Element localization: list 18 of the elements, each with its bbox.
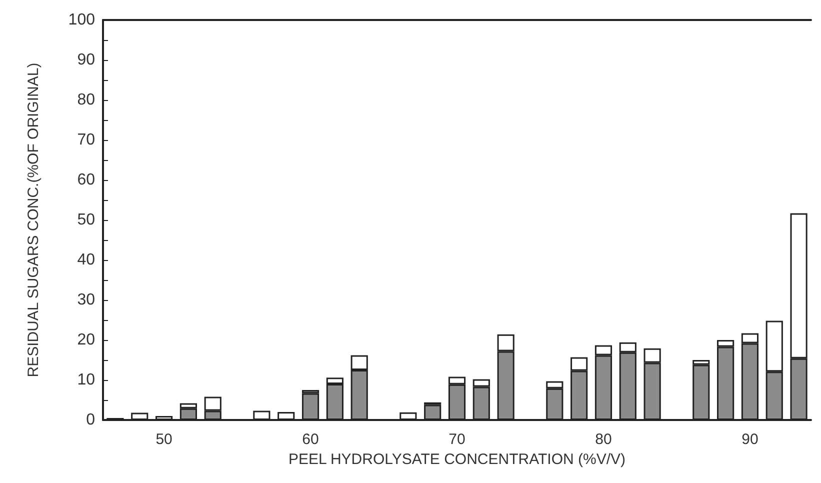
x-tick-label: 90 xyxy=(742,431,758,448)
y-tick-label: 10 xyxy=(77,372,96,388)
x-tick-label: 70 xyxy=(448,431,466,448)
y-tick-label: 0 xyxy=(86,412,96,428)
x-tick-label: 50 xyxy=(156,431,172,448)
y-tick-label: 50 xyxy=(77,212,96,228)
x-tick-label: 60 xyxy=(302,431,319,448)
y-tick-label: 100 xyxy=(68,12,96,28)
y-tick-label: 30 xyxy=(77,292,96,308)
x-axis-title: PEEL HYDROLYSATE CONCENTRATION (%V/V) xyxy=(288,450,626,468)
y-tick-label: 40 xyxy=(77,252,96,268)
y-tick-label: 20 xyxy=(77,332,96,348)
y-tick-label: 80 xyxy=(77,92,96,108)
y-tick-label: 90 xyxy=(77,52,96,68)
x-tick-label: 80 xyxy=(595,431,612,448)
y-tick-label: 60 xyxy=(77,172,96,188)
y-tick-label: 70 xyxy=(77,132,96,148)
y-axis-title: RESIDUAL SUGARS CONC.(%OF ORIGINAL) xyxy=(25,62,42,378)
